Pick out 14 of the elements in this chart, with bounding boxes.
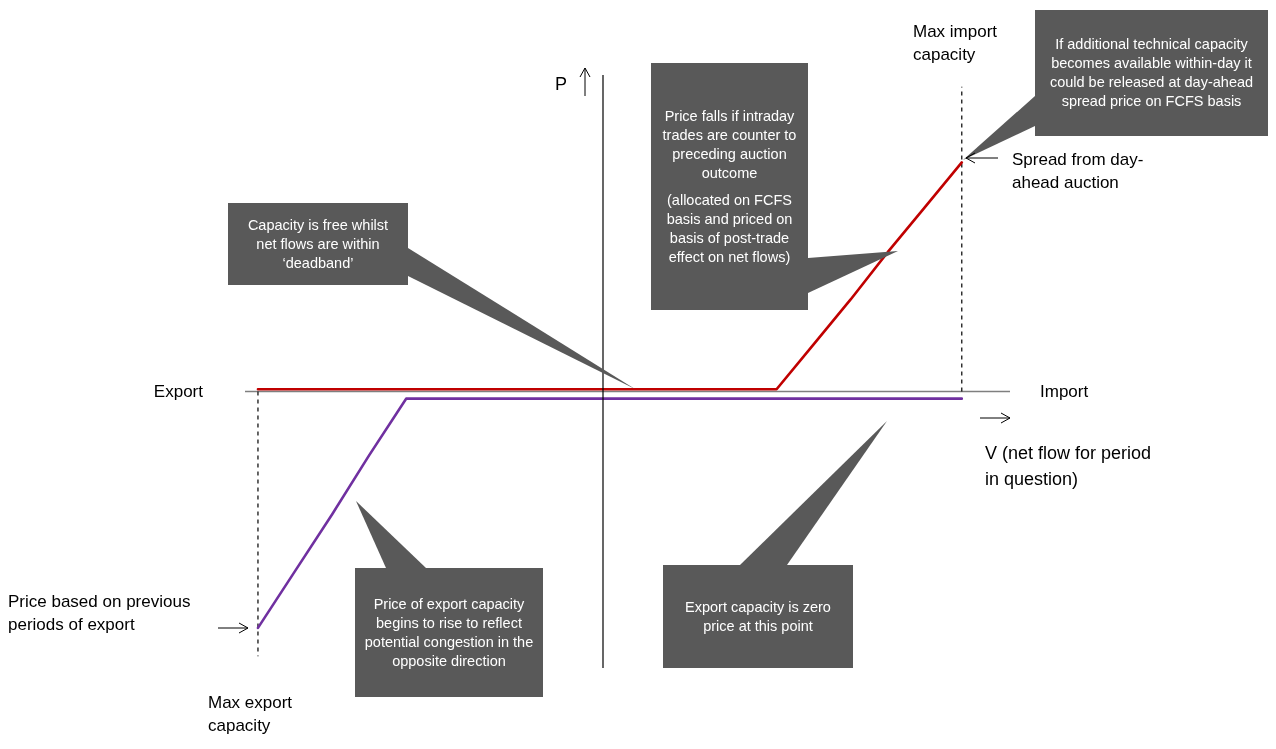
y-axis-title: P	[555, 74, 568, 94]
text: If additional technical capacity becomes available within-day it could be released at day-ahead spread price on FCFS basis	[1049, 36, 1254, 109]
text: Export	[153, 382, 203, 401]
annotation: Price falls if intraday trades are counter to preceding auction outcome	[662, 107, 797, 181]
annotation: Export capacity is zero price at this point	[685, 598, 831, 634]
x-axis-title: V (net flow for period in question)	[985, 443, 1152, 489]
annotation: (allocated on FCFS basis and priced on basis of post-trade effect on net flows)	[666, 191, 793, 265]
annotation: Capacity is free whilst net flows are within ‘deadband’	[247, 216, 389, 271]
text: Import	[1040, 382, 1089, 401]
text: Price based on previous periods of export	[8, 592, 191, 634]
text: Max export capacity	[208, 693, 293, 735]
annotation: Price of export capacity begins to rise to reflect potential congestion in the opposite direction	[364, 595, 534, 669]
text: Max import capacity	[913, 22, 998, 64]
text: Spread from day-ahead auction	[1012, 150, 1144, 192]
